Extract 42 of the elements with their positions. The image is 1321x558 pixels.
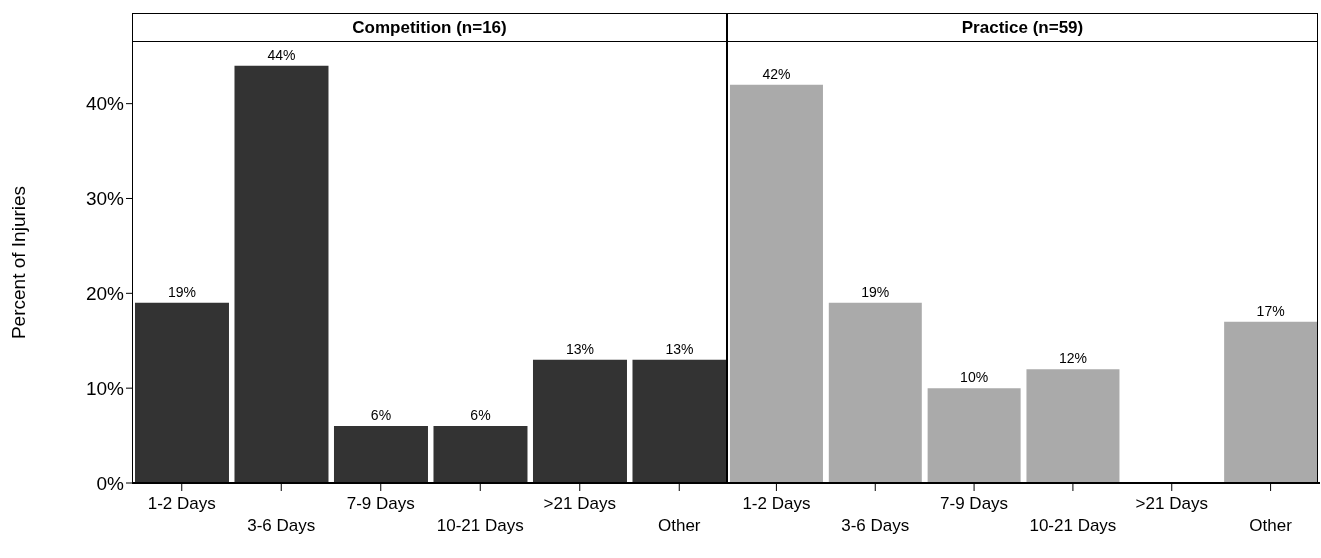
x-tick-label: 7-9 Days bbox=[346, 494, 415, 513]
x-tick-label: 3-6 Days bbox=[841, 516, 910, 535]
bar bbox=[433, 426, 528, 483]
x-tick-label: Other bbox=[1249, 516, 1293, 535]
chart-title: Practice (n=59) bbox=[727, 13, 1318, 42]
data-label: 44% bbox=[267, 46, 296, 63]
y-tick-label: 10% bbox=[85, 377, 125, 399]
data-label: 17% bbox=[1256, 302, 1285, 319]
data-label: 19% bbox=[167, 283, 196, 300]
y-axis-title: Percent of Injuries bbox=[7, 185, 29, 340]
x-tick-label: 10-21 Days bbox=[1029, 516, 1117, 535]
data-label: 13% bbox=[665, 340, 694, 357]
bar bbox=[729, 84, 823, 483]
x-tick-label: Other bbox=[657, 516, 701, 535]
data-label: 6% bbox=[470, 407, 491, 424]
bar bbox=[532, 359, 627, 483]
x-tick-label: >21 Days bbox=[543, 494, 616, 513]
data-label: 10% bbox=[960, 369, 989, 386]
y-tick-label: 40% bbox=[85, 93, 125, 115]
bar bbox=[1224, 321, 1318, 483]
bar bbox=[134, 302, 229, 483]
y-tick-label: 0% bbox=[96, 472, 125, 494]
y-tick-label: 20% bbox=[85, 283, 125, 305]
data-label: 42% bbox=[762, 65, 791, 82]
data-label: 12% bbox=[1058, 350, 1087, 367]
x-tick-label: 1-2 Days bbox=[742, 494, 811, 513]
bar bbox=[1026, 369, 1120, 483]
x-tick-label: 1-2 Days bbox=[147, 494, 216, 513]
bar bbox=[333, 426, 428, 483]
x-tick-label: 7-9 Days bbox=[940, 494, 1009, 513]
chart-title: Competition (n=16) bbox=[132, 13, 727, 42]
x-tick-label: 3-6 Days bbox=[247, 516, 316, 535]
x-tick-label: >21 Days bbox=[1135, 494, 1208, 513]
x-tick-label: 10-21 Days bbox=[436, 516, 524, 535]
bar bbox=[828, 302, 922, 483]
bar bbox=[234, 65, 329, 483]
bar bbox=[927, 388, 1021, 483]
y-tick-label: 30% bbox=[85, 188, 125, 210]
data-label: 19% bbox=[861, 283, 890, 300]
data-label: 13% bbox=[565, 340, 594, 357]
bar bbox=[632, 359, 727, 483]
data-label: 6% bbox=[370, 407, 392, 424]
